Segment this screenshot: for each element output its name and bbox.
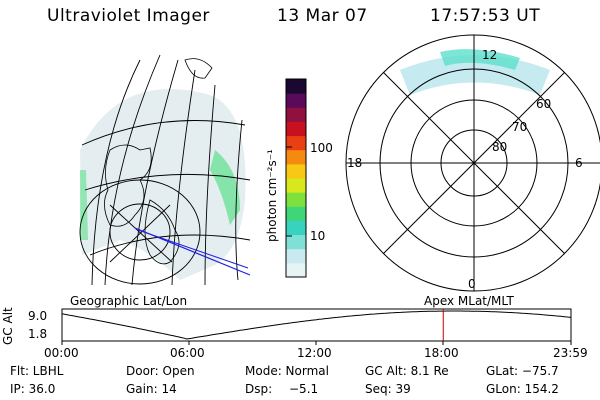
- peninsula-outline: [144, 199, 180, 265]
- altitude-ticks: [61, 341, 572, 345]
- ip-readout: IP: 36.0: [10, 382, 56, 396]
- dsp-label: Dsp:: [245, 382, 273, 396]
- header-date: 13 Mar 07: [277, 6, 368, 26]
- uv-emission-limb: [80, 170, 88, 240]
- altitude-ytick-high: 9.0: [28, 309, 48, 323]
- apex-label: Apex MLat/MLT: [424, 294, 514, 308]
- mode-readout: Mode: Normal: [245, 364, 329, 378]
- polar-auroral-bright: [440, 49, 520, 70]
- colorbar-swatch: [286, 178, 306, 193]
- uv-emission-haze: [80, 89, 246, 280]
- apex-polar-plot: [345, 34, 600, 292]
- mlat-label-70: 70: [512, 120, 528, 134]
- altitude-xtick-1: 06:00: [170, 346, 205, 360]
- dsp-value: −5.1: [289, 382, 319, 396]
- colorbar-swatch: [286, 79, 306, 94]
- mlt-label-0: 0: [468, 277, 476, 291]
- colorbar-swatch: [286, 206, 306, 221]
- mlt-label-12: 12: [482, 48, 498, 62]
- mlt-label-18: 18: [347, 156, 363, 170]
- header-time: 17:57:53 UT: [430, 6, 541, 26]
- colorbar-swatch: [286, 107, 306, 122]
- glat-readout: GLat: −75.7: [486, 364, 559, 378]
- seq-readout: Seq: 39: [365, 382, 411, 396]
- colorbar-swatch: [286, 93, 306, 108]
- altitude-xtick-0: 00:00: [44, 346, 79, 360]
- mlat-label-60: 60: [536, 97, 552, 111]
- altitude-ylabel: GC Alt: [1, 307, 15, 345]
- colorbar-swatch: [286, 149, 306, 165]
- colorbar-unit-label: photon cm⁻²s⁻¹: [265, 149, 279, 242]
- altitude-curve: [61, 310, 572, 340]
- colorbar-swatch: [286, 234, 306, 250]
- colorbar-tick-100: 100: [310, 141, 333, 155]
- colorbar: [285, 78, 307, 278]
- colorbar-swatch: [286, 262, 306, 278]
- altitude-xtick-4: 23:59: [553, 346, 588, 360]
- door-readout: Door: Open: [126, 364, 195, 378]
- mlat-label-80: 80: [492, 140, 508, 154]
- colorbar-swatch: [286, 163, 306, 179]
- colorbar-tick-10: 10: [310, 229, 326, 243]
- geographic-label: Geographic Lat/Lon: [70, 294, 188, 308]
- colorbar-swatch: [286, 135, 306, 151]
- altitude-ytick-low: 1.8: [28, 327, 48, 341]
- colorbar-swatch: [286, 248, 306, 264]
- glon-readout: GLon: 154.2: [486, 382, 559, 396]
- terminator-line-secondary: [137, 229, 249, 269]
- lat-lon-grid: [79, 54, 251, 286]
- colorbar-swatch: [286, 192, 306, 207]
- altitude-plot: [61, 308, 572, 345]
- altitude-xtick-2: 12:00: [297, 346, 332, 360]
- geographic-map: [79, 54, 251, 286]
- colorbar-swatch: [286, 220, 306, 236]
- mlt-label-6: 6: [575, 156, 583, 170]
- colorbar-swatch: [286, 121, 306, 137]
- filter-readout: Flt: LBHL: [10, 364, 64, 378]
- gain-readout: Gain: 14: [126, 382, 177, 396]
- continent-outline: [104, 144, 152, 227]
- island-outline: [184, 58, 213, 79]
- polar-grid: [345, 34, 600, 292]
- gc-alt-readout: GC Alt: 8.1 Re: [365, 364, 449, 378]
- altitude-xtick-3: 18:00: [424, 346, 459, 360]
- instrument-title: Ultraviolet Imager: [47, 6, 210, 26]
- uv-emission-band: [210, 150, 240, 225]
